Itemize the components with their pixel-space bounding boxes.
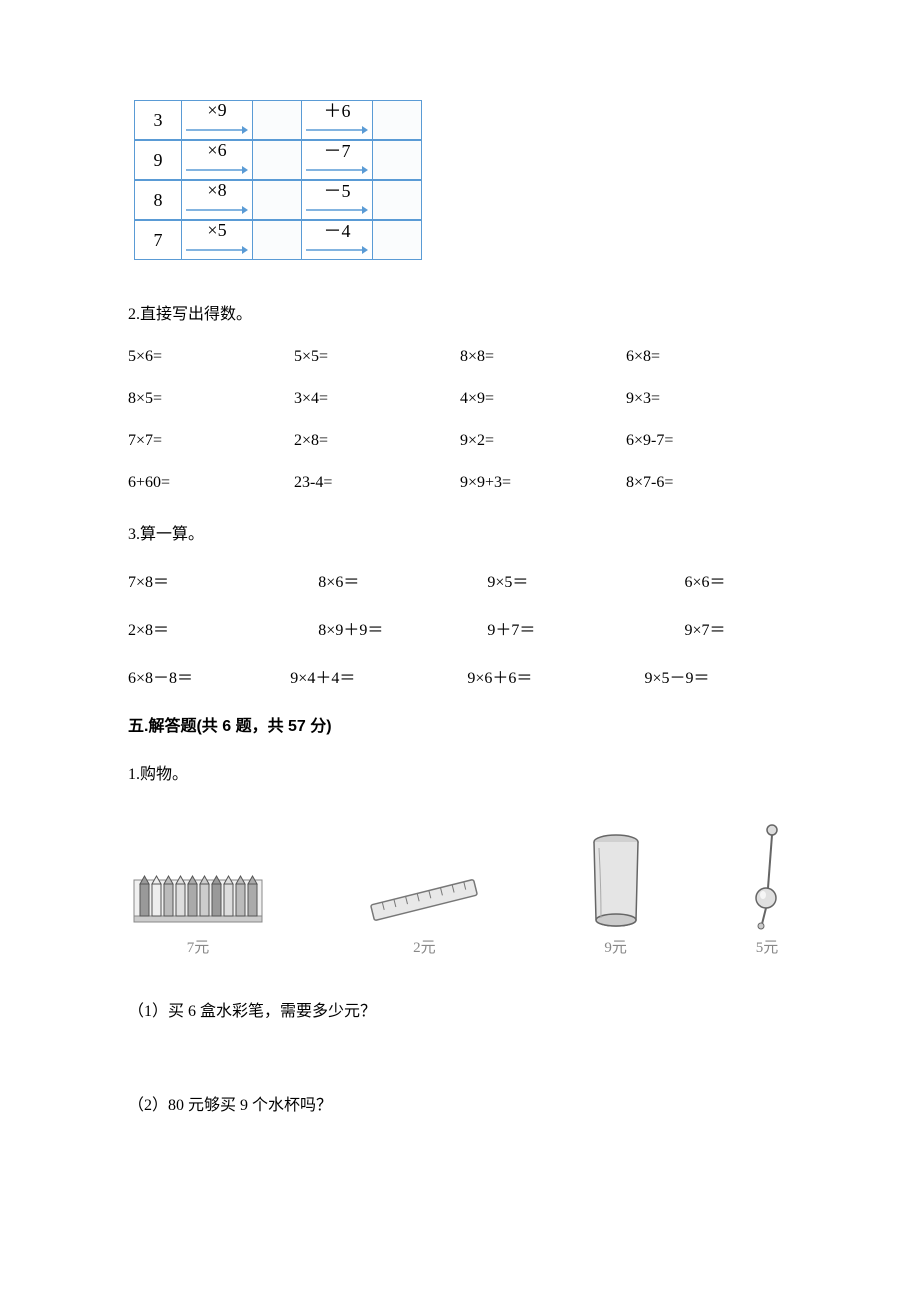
cup-icon — [581, 830, 651, 930]
calc-item: 9×4＋4＝ — [290, 664, 467, 688]
flow-op1-label: ×9 — [207, 100, 226, 120]
arrow-icon — [186, 165, 248, 175]
shop-price: 7元 — [187, 936, 210, 957]
flow-row: 9 ×6 －7 — [134, 140, 422, 180]
crayons-icon — [128, 860, 268, 930]
flow-op1-label: ×5 — [207, 220, 226, 240]
shop-price: 2元 — [413, 936, 436, 957]
calc-item: 8×8= — [460, 348, 626, 366]
calc-item: 8×5= — [128, 390, 294, 408]
calc-item: 2×8＝ — [128, 616, 290, 640]
flow-op1-label: ×6 — [207, 140, 226, 160]
calc-item: 6×8－8＝ — [128, 664, 290, 688]
q3-grid: 7×8＝ 8×6＝ 9×5＝ 6×6＝ 2×8＝ 8×9＋9＝ 9＋7＝ 9×7… — [128, 568, 792, 688]
flow-start-cell: 9 — [134, 140, 182, 180]
flow-end-cell — [372, 180, 422, 220]
calc-item: 5×6= — [128, 348, 294, 366]
section5-header: 五.解答题(共 6 题，共 57 分) — [128, 712, 792, 736]
calc-item: 7×8＝ — [128, 568, 290, 592]
shop-item-ruler: 2元 — [359, 870, 489, 957]
shop-item-crayons: 7元 — [128, 860, 268, 957]
flow-start-cell: 8 — [134, 180, 182, 220]
flow-op2-label: －7 — [324, 141, 351, 161]
flow-op2-label: －4 — [324, 221, 351, 241]
flow-end-cell — [372, 220, 422, 260]
calc-item: 4×9= — [460, 390, 626, 408]
calc-item: 6×8= — [626, 348, 792, 366]
ruler-icon — [359, 870, 489, 930]
flow-mid-cell — [252, 220, 302, 260]
q2-title: 2.直接写出得数。 — [128, 300, 792, 324]
calc-item: 7×7= — [128, 432, 294, 450]
flow-op1: ×9 — [182, 100, 252, 140]
flow-op1: ×8 — [182, 180, 252, 220]
flow-row: 8 ×8 －5 — [134, 180, 422, 220]
shop-price: 9元 — [604, 936, 627, 957]
flow-table: 3 ×9 ＋6 9 ×6 －7 — [134, 100, 422, 260]
calc-item: 9×9+3= — [460, 474, 626, 492]
section5-sub1: （1）买 6 盒水彩笔，需要多少元？ — [128, 997, 792, 1021]
flow-op1-label: ×8 — [207, 180, 226, 200]
calc-item: 6×6＝ — [644, 568, 792, 592]
shop-item-hairpin: 5元 — [742, 820, 792, 957]
flow-op2-label: ＋6 — [324, 101, 351, 121]
calc-item: 6+60= — [128, 474, 294, 492]
flow-op2-label: －5 — [324, 181, 351, 201]
calc-item: 6×9-7= — [626, 432, 792, 450]
arrow-icon — [306, 125, 368, 135]
shop-items: 7元 2元 9元 — [128, 820, 792, 957]
flow-op1: ×5 — [182, 220, 252, 260]
flow-row: 7 ×5 －4 — [134, 220, 422, 260]
arrow-icon — [306, 205, 368, 215]
flow-op2: －7 — [302, 140, 372, 180]
arrow-icon — [186, 125, 248, 135]
calc-item: 9×6＋6＝ — [467, 664, 644, 688]
calc-item: 23-4= — [294, 474, 460, 492]
flow-start-cell: 3 — [134, 100, 182, 140]
q2-grid: 5×6= 5×5= 8×8= 6×8= 8×5= 3×4= 4×9= 9×3= … — [128, 348, 792, 492]
arrow-icon — [186, 245, 248, 255]
flow-row: 3 ×9 ＋6 — [134, 100, 422, 140]
flow-op2: －5 — [302, 180, 372, 220]
calc-item: 2×8= — [294, 432, 460, 450]
calc-item: 8×6＝ — [290, 568, 467, 592]
flow-op2: ＋6 — [302, 100, 372, 140]
calc-item: 9＋7＝ — [467, 616, 644, 640]
flow-mid-cell — [252, 180, 302, 220]
hairpin-icon — [742, 820, 792, 930]
q3-title: 3.算一算。 — [128, 520, 792, 544]
calc-item: 9×3= — [626, 390, 792, 408]
shop-item-cup: 9元 — [581, 830, 651, 957]
calc-item: 8×9＋9＝ — [290, 616, 467, 640]
calc-item: 3×4= — [294, 390, 460, 408]
flow-end-cell — [372, 100, 422, 140]
section5-q1-title: 1.购物。 — [128, 760, 792, 784]
section5-sub2: （2）80 元够买 9 个水杯吗？ — [128, 1091, 792, 1115]
flow-end-cell — [372, 140, 422, 180]
flow-mid-cell — [252, 100, 302, 140]
flow-op1: ×6 — [182, 140, 252, 180]
calc-item: 9×5－9＝ — [644, 664, 792, 688]
arrow-icon — [306, 245, 368, 255]
flow-mid-cell — [252, 140, 302, 180]
calc-item: 9×2= — [460, 432, 626, 450]
arrow-icon — [186, 205, 248, 215]
calc-item: 9×5＝ — [467, 568, 644, 592]
calc-item: 9×7＝ — [644, 616, 792, 640]
flow-op2: －4 — [302, 220, 372, 260]
calc-item: 5×5= — [294, 348, 460, 366]
shop-price: 5元 — [756, 936, 779, 957]
arrow-icon — [306, 165, 368, 175]
calc-item: 8×7-6= — [626, 474, 792, 492]
flow-start-cell: 7 — [134, 220, 182, 260]
